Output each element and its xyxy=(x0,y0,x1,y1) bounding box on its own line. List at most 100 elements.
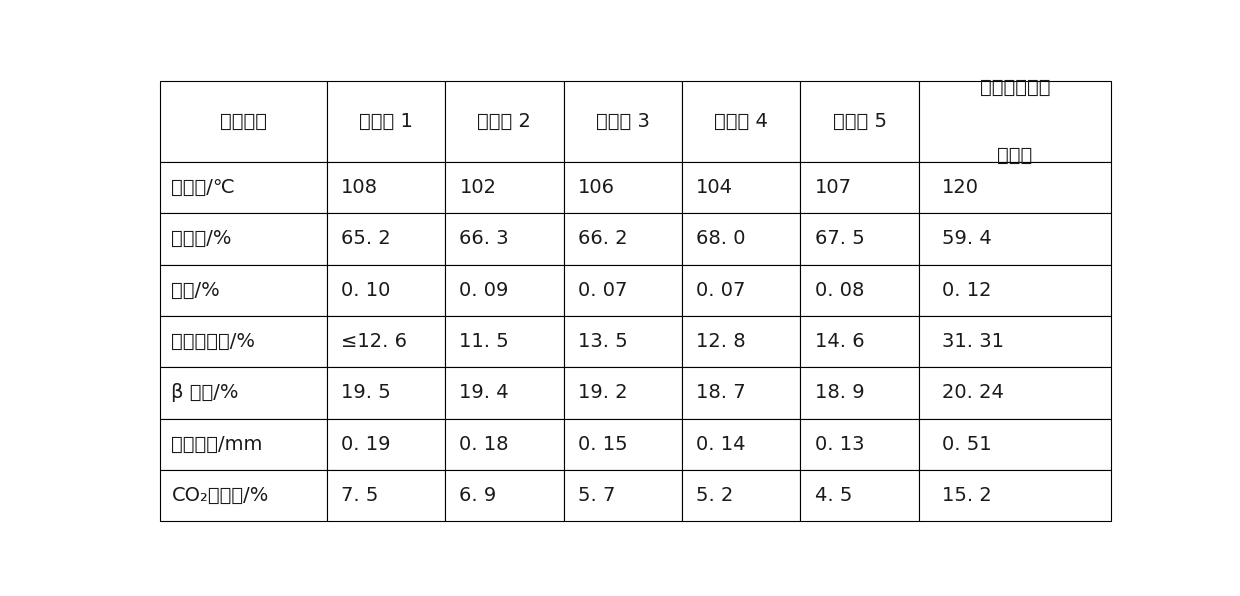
Text: 11. 5: 11. 5 xyxy=(460,332,510,351)
Text: ≤12. 6: ≤12. 6 xyxy=(341,332,407,351)
Bar xyxy=(682,162,800,213)
Bar xyxy=(327,213,445,265)
Bar xyxy=(160,470,327,522)
Text: 15. 2: 15. 2 xyxy=(942,486,992,505)
Text: 12. 8: 12. 8 xyxy=(696,332,745,351)
Text: 19. 2: 19. 2 xyxy=(578,383,627,402)
Bar xyxy=(564,367,682,418)
Text: 18. 7: 18. 7 xyxy=(696,383,745,402)
Text: 实施例 2: 实施例 2 xyxy=(477,112,532,131)
Text: 104: 104 xyxy=(696,178,733,197)
Bar xyxy=(682,213,800,265)
Text: 20. 24: 20. 24 xyxy=(942,383,1003,402)
Text: 106: 106 xyxy=(578,178,615,197)
Bar xyxy=(564,265,682,316)
Text: 5. 2: 5. 2 xyxy=(696,486,734,505)
Bar xyxy=(327,80,445,162)
Text: 实施例 3: 实施例 3 xyxy=(596,112,650,131)
Text: β 树脂/%: β 树脂/% xyxy=(171,383,239,402)
Text: 测试项目: 测试项目 xyxy=(219,112,267,131)
Text: 0. 12: 0. 12 xyxy=(942,281,992,300)
Text: 0. 14: 0. 14 xyxy=(696,434,745,454)
Bar xyxy=(445,162,564,213)
Bar xyxy=(327,470,445,522)
Bar xyxy=(919,316,1111,367)
Bar xyxy=(800,213,919,265)
Bar xyxy=(160,213,327,265)
Bar xyxy=(682,418,800,470)
Bar xyxy=(327,418,445,470)
Text: 0. 15: 0. 15 xyxy=(578,434,627,454)
Text: 102: 102 xyxy=(460,178,496,197)
Text: 108: 108 xyxy=(341,178,378,197)
Bar xyxy=(564,162,682,213)
Text: 120: 120 xyxy=(942,178,978,197)
Bar xyxy=(445,213,564,265)
Text: 31. 31: 31. 31 xyxy=(942,332,1004,351)
Bar xyxy=(800,316,919,367)
Text: 0. 08: 0. 08 xyxy=(815,281,864,300)
Bar xyxy=(682,265,800,316)
Text: 实施例 4: 实施例 4 xyxy=(714,112,768,131)
Text: 0. 18: 0. 18 xyxy=(460,434,508,454)
Bar xyxy=(160,418,327,470)
Text: CO₂反应性/%: CO₂反应性/% xyxy=(171,486,269,505)
Bar xyxy=(564,213,682,265)
Text: 13. 5: 13. 5 xyxy=(578,332,627,351)
Text: 66. 3: 66. 3 xyxy=(460,229,510,249)
Text: 68. 0: 68. 0 xyxy=(696,229,745,249)
Bar xyxy=(327,316,445,367)
Bar xyxy=(800,470,919,522)
Text: 实施例 1: 实施例 1 xyxy=(360,112,413,131)
Bar xyxy=(800,80,919,162)
Text: 结焦值/%: 结焦值/% xyxy=(171,229,232,249)
Bar xyxy=(327,265,445,316)
Bar xyxy=(160,265,327,316)
Bar xyxy=(445,470,564,522)
Bar xyxy=(564,80,682,162)
Text: 18. 9: 18. 9 xyxy=(815,383,864,402)
Bar xyxy=(919,213,1111,265)
Bar xyxy=(445,418,564,470)
Bar xyxy=(160,367,327,418)
Text: 7. 5: 7. 5 xyxy=(341,486,378,505)
Text: 5. 7: 5. 7 xyxy=(578,486,615,505)
Text: 孔径大小/mm: 孔径大小/mm xyxy=(171,434,263,454)
Text: 59. 4: 59. 4 xyxy=(942,229,992,249)
Bar xyxy=(919,265,1111,316)
Text: 未进行改质的

煤沥青: 未进行改质的 煤沥青 xyxy=(980,78,1050,165)
Text: 0. 13: 0. 13 xyxy=(815,434,864,454)
Bar xyxy=(564,316,682,367)
Bar xyxy=(564,418,682,470)
Bar xyxy=(919,470,1111,522)
Text: 107: 107 xyxy=(815,178,852,197)
Bar xyxy=(682,367,800,418)
Text: 软化点/℃: 软化点/℃ xyxy=(171,178,236,197)
Bar xyxy=(682,316,800,367)
Text: 67. 5: 67. 5 xyxy=(815,229,864,249)
Text: 66. 2: 66. 2 xyxy=(578,229,627,249)
Text: 0. 09: 0. 09 xyxy=(460,281,508,300)
Bar xyxy=(445,367,564,418)
Text: 灰分/%: 灰分/% xyxy=(171,281,221,300)
Bar xyxy=(800,265,919,316)
Bar xyxy=(160,80,327,162)
Bar xyxy=(445,265,564,316)
Text: 6. 9: 6. 9 xyxy=(460,486,497,505)
Text: 0. 10: 0. 10 xyxy=(341,281,391,300)
Text: 19. 5: 19. 5 xyxy=(341,383,391,402)
Bar xyxy=(327,367,445,418)
Bar xyxy=(160,162,327,213)
Bar xyxy=(919,418,1111,470)
Bar xyxy=(327,162,445,213)
Text: 19. 4: 19. 4 xyxy=(460,383,510,402)
Bar xyxy=(800,367,919,418)
Bar xyxy=(564,470,682,522)
Text: 0. 07: 0. 07 xyxy=(696,281,745,300)
Bar xyxy=(682,80,800,162)
Text: 0. 07: 0. 07 xyxy=(578,281,627,300)
Bar xyxy=(800,418,919,470)
Text: 0. 51: 0. 51 xyxy=(942,434,992,454)
Bar xyxy=(919,80,1111,162)
Text: 4. 5: 4. 5 xyxy=(815,486,852,505)
